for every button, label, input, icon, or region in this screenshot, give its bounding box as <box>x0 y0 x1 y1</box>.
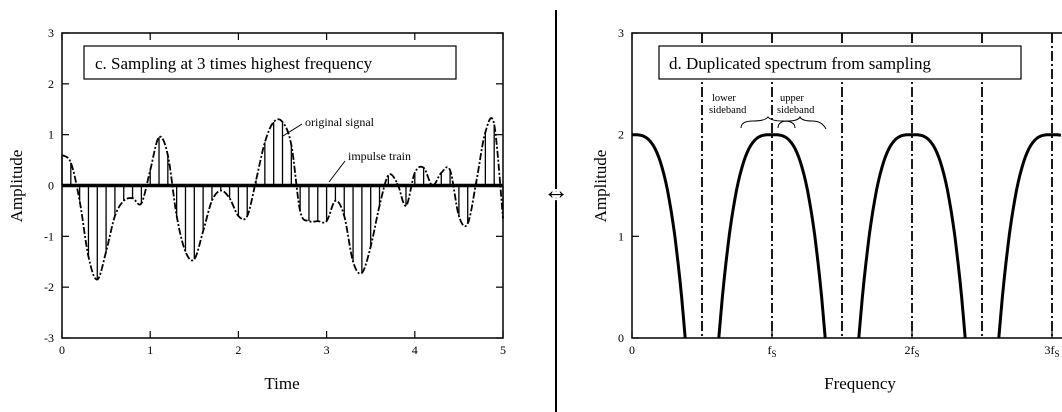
title-box <box>83 45 457 80</box>
y-tick-label: 1 <box>618 229 624 243</box>
lower-sideband-brace <box>740 116 796 129</box>
x-axis-ticks-d: 0 fS 2fS 3fS <box>629 33 1060 359</box>
y-tick-label: -3 <box>44 331 54 345</box>
chart-title: c. Sampling at 3 times highest frequency <box>95 54 373 73</box>
annotation-arrow-original <box>282 123 303 137</box>
spectrum-lobe <box>857 133 967 339</box>
sample-frequency-dashed-lines <box>701 33 1053 338</box>
x-tick-label: 5 <box>500 343 506 357</box>
x-tick-label: fS <box>767 343 776 359</box>
y-axis-ticks: -3 -2 -1 0 1 2 3 <box>44 26 503 345</box>
y-tick-label: -1 <box>44 229 54 243</box>
x-axis-ticks: 0 1 2 3 4 5 <box>59 33 506 357</box>
impulse-train-stems <box>61 121 504 280</box>
x-tick-label: 0 <box>59 343 65 357</box>
y-tick-label: -2 <box>44 280 54 294</box>
x-tick-label: 1 <box>147 343 153 357</box>
spectrum-lobe <box>997 133 1062 339</box>
spectrum-chart: 0 1 2 3 0 fS 2fS 3fS d. Duplicated spectrum fr… <box>591 26 1062 393</box>
x-axis-label-d: Frequency <box>824 374 896 393</box>
y-tick-label: 0 <box>618 331 624 345</box>
y-axis-label-d: Amplitude <box>591 150 610 223</box>
y-tick-label: 3 <box>48 26 54 40</box>
annotation-arrow-impulse <box>328 160 346 183</box>
y-tick-label: 0 <box>48 179 54 193</box>
title-box-d <box>658 45 1022 80</box>
y-axis-ticks-d: 0 1 2 3 <box>618 26 639 345</box>
x-tick-subscript: S <box>771 349 776 359</box>
transform-symbol: ↔ <box>543 176 569 205</box>
y-axis-label: Amplitude <box>7 150 26 223</box>
sampling-chart: -3 -2 -1 0 1 2 3 0 1 2 3 4 5 c. Sampling at 3 times… <box>7 26 506 393</box>
chart-title-d: d. Duplicated spectrum from sampling <box>669 54 932 73</box>
original-signal-line <box>61 117 504 281</box>
upper-sideband-brace <box>777 115 827 130</box>
lower-sideband-label-2: sideband <box>709 105 747 116</box>
y-tick-label: 1 <box>48 128 54 142</box>
spectrum-lobe <box>717 133 827 339</box>
x-tick-subscript: S <box>914 349 919 359</box>
upper-sideband-label-1: upper <box>780 93 804 104</box>
x-tick-label: 0 <box>629 343 635 357</box>
x-tick-label: 2 <box>235 343 241 357</box>
x-tick-label: 3fS <box>1044 343 1059 359</box>
y-tick-label: 2 <box>618 128 624 142</box>
plot-frame-d <box>631 32 1062 339</box>
x-tick-label: 3 <box>324 343 330 357</box>
y-tick-label: 2 <box>48 77 54 91</box>
x-tick-subscript: S <box>1054 349 1059 359</box>
y-tick-label: 3 <box>618 26 624 40</box>
upper-sideband-label-2: sideband <box>777 105 815 116</box>
x-axis-label: Time <box>264 374 299 393</box>
spectrum-lobe <box>632 133 687 339</box>
lower-sideband-label-1: lower <box>712 93 736 104</box>
annotation-impulse-train: impulse train <box>348 149 411 163</box>
x-tick-label: 4 <box>412 343 418 357</box>
x-tick-label: 2fS <box>904 343 919 359</box>
spectrum-lobes <box>632 133 1062 339</box>
annotation-original-signal: original signal <box>305 115 375 129</box>
